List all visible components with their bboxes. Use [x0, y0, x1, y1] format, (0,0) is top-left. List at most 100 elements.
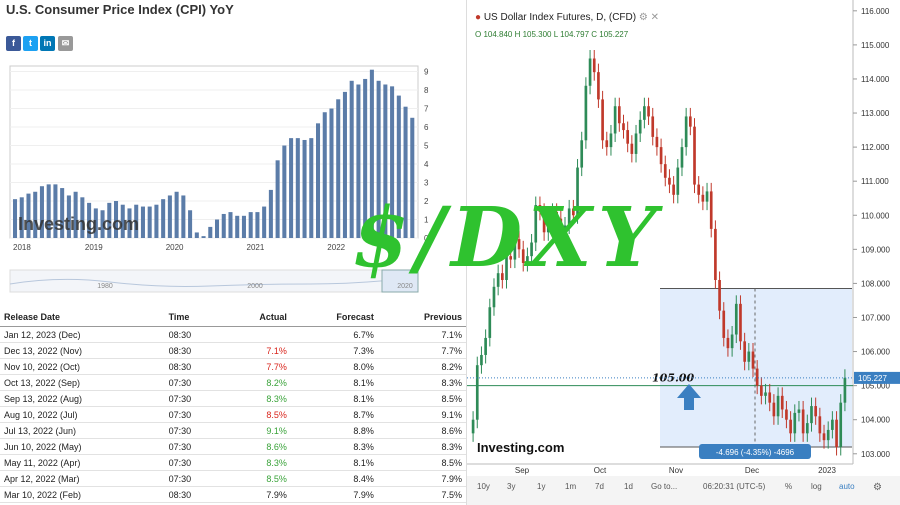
- price-tick: 111.000: [861, 177, 889, 186]
- price-tick: 114.000: [861, 75, 890, 84]
- candle-body: [613, 106, 617, 134]
- cpi-y-tick: 0: [424, 234, 429, 243]
- toolbar-range-button[interactable]: 3y: [507, 482, 515, 491]
- cell-previous: 8.6%: [377, 422, 466, 439]
- candle-body: [835, 419, 838, 447]
- measure-range-box[interactable]: [660, 288, 852, 447]
- cell-actual: 7.9%: [222, 486, 291, 503]
- column-header[interactable]: Release Date: [0, 308, 165, 327]
- candle-body: [801, 409, 805, 434]
- dxy-title: ● US Dollar Index Futures, D, (CFD) ⚙ ✕: [475, 12, 659, 23]
- cell-date: Jul 13, 2022 (Jun): [0, 422, 165, 439]
- cpi-y-tick: 4: [424, 160, 429, 169]
- candle-body: [684, 116, 688, 148]
- cpi-bar: [316, 123, 321, 238]
- candle-body: [764, 392, 767, 396]
- toolbar-range-button[interactable]: 1m: [565, 482, 576, 491]
- candle-body: [818, 416, 822, 434]
- price-tick: 109.000: [861, 245, 890, 254]
- price-tick: 103.000: [861, 450, 890, 459]
- candle-body: [768, 392, 772, 403]
- navigator-window[interactable]: [381, 269, 419, 293]
- cpi-navigator[interactable]: 1980 2000 2020: [0, 268, 466, 294]
- cpi-bar: [322, 112, 327, 238]
- candle-body: [475, 365, 479, 420]
- linkedin-icon[interactable]: in: [40, 36, 55, 51]
- toolbar-range-button[interactable]: 7d: [595, 482, 604, 491]
- cell-previous: 8.3%: [377, 438, 466, 455]
- cpi-bar: [268, 189, 273, 238]
- cell-date: Aug 10, 2022 (Jul): [0, 406, 165, 423]
- column-header[interactable]: Actual: [222, 308, 291, 327]
- cell-actual: 8.5%: [222, 406, 291, 423]
- toolbar-range-button[interactable]: 10y: [477, 482, 490, 491]
- cpi-bar: [208, 226, 213, 238]
- cpi-bar: [201, 236, 206, 238]
- table-row: Nov 10, 2022 (Oct) 08:30 7.7% 8.0% 8.2%: [0, 358, 466, 375]
- column-header[interactable]: Previous: [377, 308, 466, 327]
- cpi-bar: [13, 199, 18, 238]
- candle-body: [480, 354, 483, 366]
- candle-body: [822, 433, 826, 441]
- toolbar-option[interactable]: 06:20:31 (UTC-5): [703, 482, 766, 491]
- navigator-line: [9, 277, 411, 287]
- cpi-y-tick: 1: [424, 216, 429, 225]
- cpi-bar: [174, 191, 179, 238]
- range-badge: [699, 444, 811, 459]
- cell-date: Oct 13, 2022 (Sep): [0, 374, 165, 391]
- cell-previous: 7.7%: [377, 342, 466, 359]
- candle-body: [705, 191, 709, 202]
- toolbar-option[interactable]: auto: [839, 482, 855, 491]
- column-header[interactable]: Time: [164, 308, 223, 327]
- candle-body: [647, 106, 650, 117]
- cell-time: 08:30: [164, 326, 223, 343]
- table-row: Aug 10, 2022 (Jul) 07:30 8.5% 8.7% 9.1%: [0, 406, 466, 423]
- gear-icon[interactable]: ⚙: [873, 482, 882, 493]
- candle-body: [530, 242, 533, 257]
- cpi-bar: [140, 206, 145, 238]
- candle-body: [672, 184, 675, 195]
- cpi-bar: [107, 202, 112, 238]
- cpi-y-tick: 5: [424, 142, 429, 151]
- cpi-bar: [39, 186, 44, 238]
- toolbar-option[interactable]: log: [811, 482, 822, 491]
- navigator-label: 2020: [397, 283, 413, 290]
- investing-logo: Investing.com: [477, 440, 564, 455]
- candle-body: [597, 72, 600, 100]
- candle-body: [500, 273, 504, 280]
- cell-date: May 11, 2022 (Apr): [0, 454, 165, 471]
- candle-body: [488, 307, 492, 338]
- candle-body: [739, 303, 742, 342]
- toolbar-range-button[interactable]: Go to...: [651, 482, 677, 491]
- cell-previous: 9.1%: [377, 406, 466, 423]
- cell-time: 07:30: [164, 470, 223, 487]
- email-icon[interactable]: ✉: [58, 36, 73, 51]
- cpi-bar: [241, 215, 246, 238]
- cpi-bar: [134, 204, 139, 238]
- candle-body: [826, 429, 830, 441]
- candle-body: [605, 140, 609, 148]
- twitter-icon[interactable]: t: [23, 36, 38, 51]
- candle-body: [526, 256, 529, 263]
- candle-body: [622, 123, 625, 131]
- toolbar-range-button[interactable]: 1d: [624, 482, 633, 491]
- candle-body: [592, 58, 596, 73]
- last-price-tag: [854, 371, 900, 384]
- table-row: Apr 12, 2022 (Mar) 07:30 8.5% 8.4% 7.9%: [0, 470, 466, 487]
- column-header[interactable]: Forecast: [290, 308, 378, 327]
- cpi-bar: [53, 184, 58, 238]
- toolbar-option[interactable]: %: [785, 482, 792, 491]
- cell-time: 07:30: [164, 374, 223, 391]
- facebook-icon[interactable]: f: [6, 36, 21, 51]
- range-badge-text: -4.696 (-4.35%) -4696: [716, 448, 795, 457]
- candle-body: [643, 106, 646, 120]
- cell-time: 08:30: [164, 358, 223, 375]
- candle-body: [651, 116, 655, 137]
- price-tick: 107.000: [861, 313, 890, 322]
- candle-body: [760, 385, 763, 396]
- time-tick: Oct: [594, 466, 607, 475]
- table-row: Jul 13, 2022 (Jun) 07:30 9.1% 8.8% 8.6%: [0, 422, 466, 439]
- settings-icon[interactable]: ⚙ ✕: [638, 12, 659, 23]
- cell-previous: 7.9%: [377, 470, 466, 487]
- toolbar-range-button[interactable]: 1y: [537, 482, 545, 491]
